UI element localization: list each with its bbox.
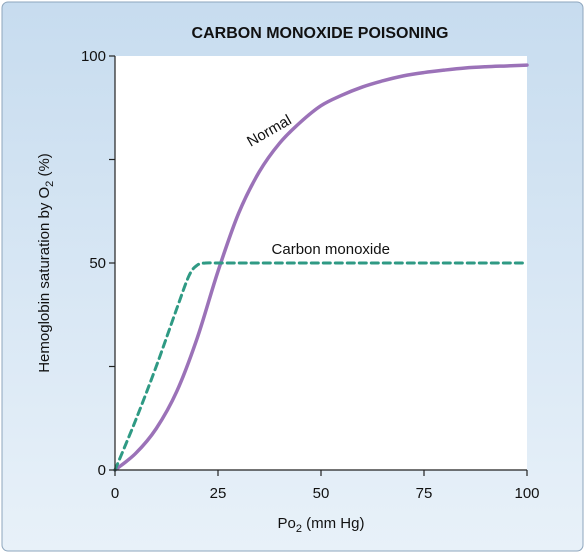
x-tick-label: 25 bbox=[210, 485, 227, 502]
series-line-normal bbox=[113, 63, 529, 472]
series-line-carbon-monoxide bbox=[113, 261, 529, 472]
chart-title: CARBON MONOXIDE POISONING bbox=[192, 25, 449, 42]
x-tick-label: 50 bbox=[313, 485, 330, 502]
x-tick-label: 0 bbox=[111, 485, 119, 502]
y-axis-label: Hemoglobin saturation by O2 (%) bbox=[36, 153, 56, 373]
y-tick-label: 100 bbox=[81, 48, 106, 65]
x-axis-label: Po2 (mm Hg) bbox=[278, 515, 365, 535]
series-label-carbon-monoxide: Carbon monoxide bbox=[272, 241, 390, 258]
y-tick-label: 50 bbox=[89, 255, 106, 272]
y-tick-label: 0 bbox=[98, 462, 106, 479]
plot-area bbox=[115, 56, 527, 470]
x-tick-label: 100 bbox=[514, 485, 539, 502]
x-tick-label: 75 bbox=[416, 485, 433, 502]
